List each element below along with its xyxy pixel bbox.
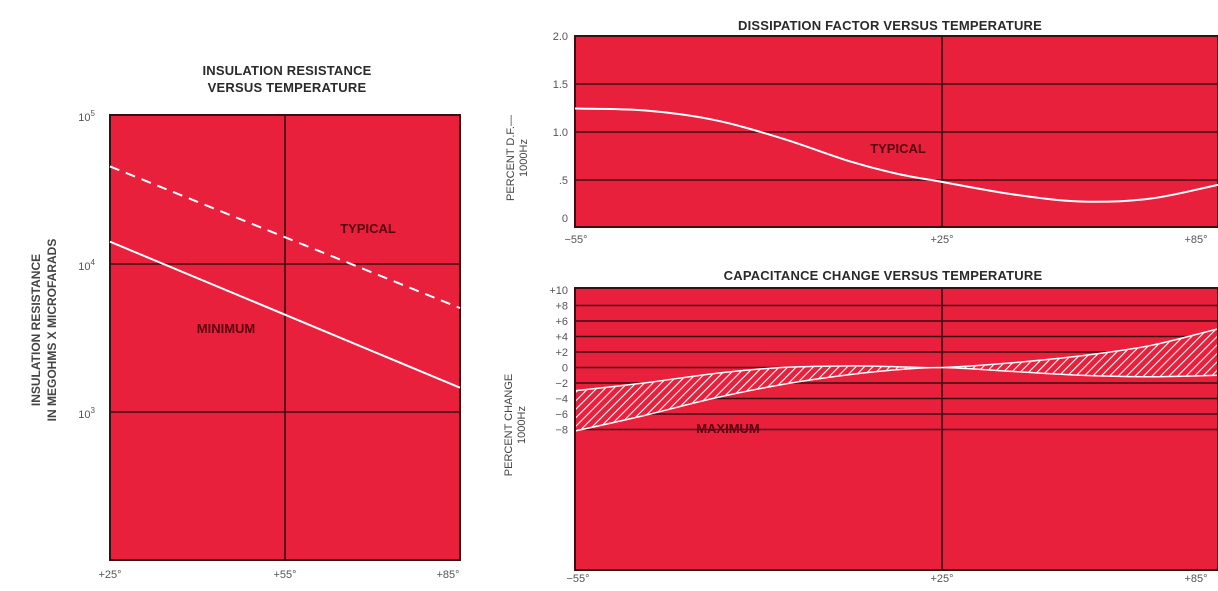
dissipation-ytick-0: 0	[562, 213, 568, 225]
capacitance-plot-border	[574, 287, 1218, 571]
capacitance-ytick: +2	[555, 347, 568, 359]
dissipation-annotation-typical: TYPICAL	[870, 141, 926, 156]
insulation-xtick-55: +55°	[273, 569, 296, 581]
dissipation-x-ticks: −55° +25° +85°	[564, 234, 1207, 246]
dissipation-ytick-1.0: 1.0	[553, 127, 568, 139]
insulation-ylabel-line2: IN MEGOHMS X MICROFARADS	[45, 239, 59, 422]
insulation-typical-line	[109, 165, 461, 309]
dissipation-ylabel-line1: PERCENT D.F.—	[505, 115, 517, 201]
insulation-xtick-85: +85°	[436, 569, 459, 581]
insulation-series	[109, 165, 461, 389]
dissipation-ytick-0.5: .5	[559, 175, 568, 187]
capacitance-xtick-25: +25°	[930, 573, 953, 585]
capacitance-xtick-m55: −55°	[566, 573, 589, 585]
capacitance-ytick: +4	[555, 332, 568, 344]
capacitance-xtick-85: +85°	[1184, 573, 1207, 585]
dissipation-plot-border	[574, 35, 1218, 228]
insulation-title-line1: INSULATION RESISTANCE	[202, 63, 371, 78]
dissipation-xtick-25: +25°	[930, 234, 953, 246]
dissipation-chart: DISSIPATION FACTOR VERSUS TEMPERATURE PE…	[505, 18, 1218, 246]
dissipation-xtick-m55: −55°	[564, 234, 587, 246]
capacitance-ytick: +10	[549, 285, 568, 297]
capacitance-chart: CAPACITANCE CHANGE VERSUS TEMPERATURE PE…	[503, 268, 1218, 585]
dissipation-typical-line	[574, 107, 1218, 203]
dissipation-grid	[575, 36, 1218, 227]
insulation-grid	[110, 115, 460, 560]
capacitance-ytick: +6	[555, 316, 568, 328]
insulation-x-ticks: +25° +55° +85°	[98, 569, 459, 581]
insulation-chart: INSULATION RESISTANCE VERSUS TEMPERATURE…	[29, 63, 461, 581]
dissipation-title: DISSIPATION FACTOR VERSUS TEMPERATURE	[738, 18, 1042, 33]
capacitance-y-ticks: +10 +8 +6 +4 +2 0 −2 −4 −6 −8	[549, 285, 568, 437]
insulation-ylabel-line1: INSULATION RESISTANCE	[29, 254, 43, 406]
insulation-annotation-typical: TYPICAL	[340, 221, 396, 236]
dissipation-ylabel-line2: 1000Hz	[518, 139, 530, 177]
capacitance-ytick: −2	[555, 378, 568, 390]
capacitance-ytick: −6	[555, 409, 568, 421]
insulation-plot-border	[109, 114, 461, 561]
capacitance-ytick: −8	[555, 425, 568, 437]
dissipation-y-ticks: 2.0 1.5 1.0 .5 0	[553, 31, 568, 225]
insulation-annotation-minimum: MINIMUM	[197, 321, 256, 336]
dissipation-ytick-1.5: 1.5	[553, 79, 568, 91]
dissipation-xtick-85: +85°	[1184, 234, 1207, 246]
capacitance-ylabel-line2: 1000Hz	[516, 406, 528, 444]
capacitance-ytick: −4	[555, 394, 568, 406]
insulation-xtick-25: +25°	[98, 569, 121, 581]
insulation-y-ticks: 105 104 103	[78, 109, 95, 421]
capacitance-ytick: 0	[562, 363, 568, 375]
dissipation-ytick-2.0: 2.0	[553, 31, 568, 43]
capacitance-title: CAPACITANCE CHANGE VERSUS TEMPERATURE	[724, 268, 1043, 283]
capacitance-x-ticks: −55° +25° +85°	[566, 573, 1207, 585]
insulation-ytick-1e3: 103	[78, 406, 95, 421]
capacitance-annotation-maximum: MAXIMUM	[696, 421, 760, 436]
capacitance-ytick: +8	[555, 301, 568, 313]
insulation-minimum-line	[109, 240, 461, 389]
insulation-ytick-1e5: 105	[78, 109, 95, 124]
insulation-title-line2: VERSUS TEMPERATURE	[208, 80, 367, 95]
insulation-ytick-1e4: 104	[78, 258, 95, 273]
capacitance-ylabel-line1: PERCENT CHANGE	[503, 374, 515, 476]
capacitance-maximum-band	[574, 328, 1218, 432]
